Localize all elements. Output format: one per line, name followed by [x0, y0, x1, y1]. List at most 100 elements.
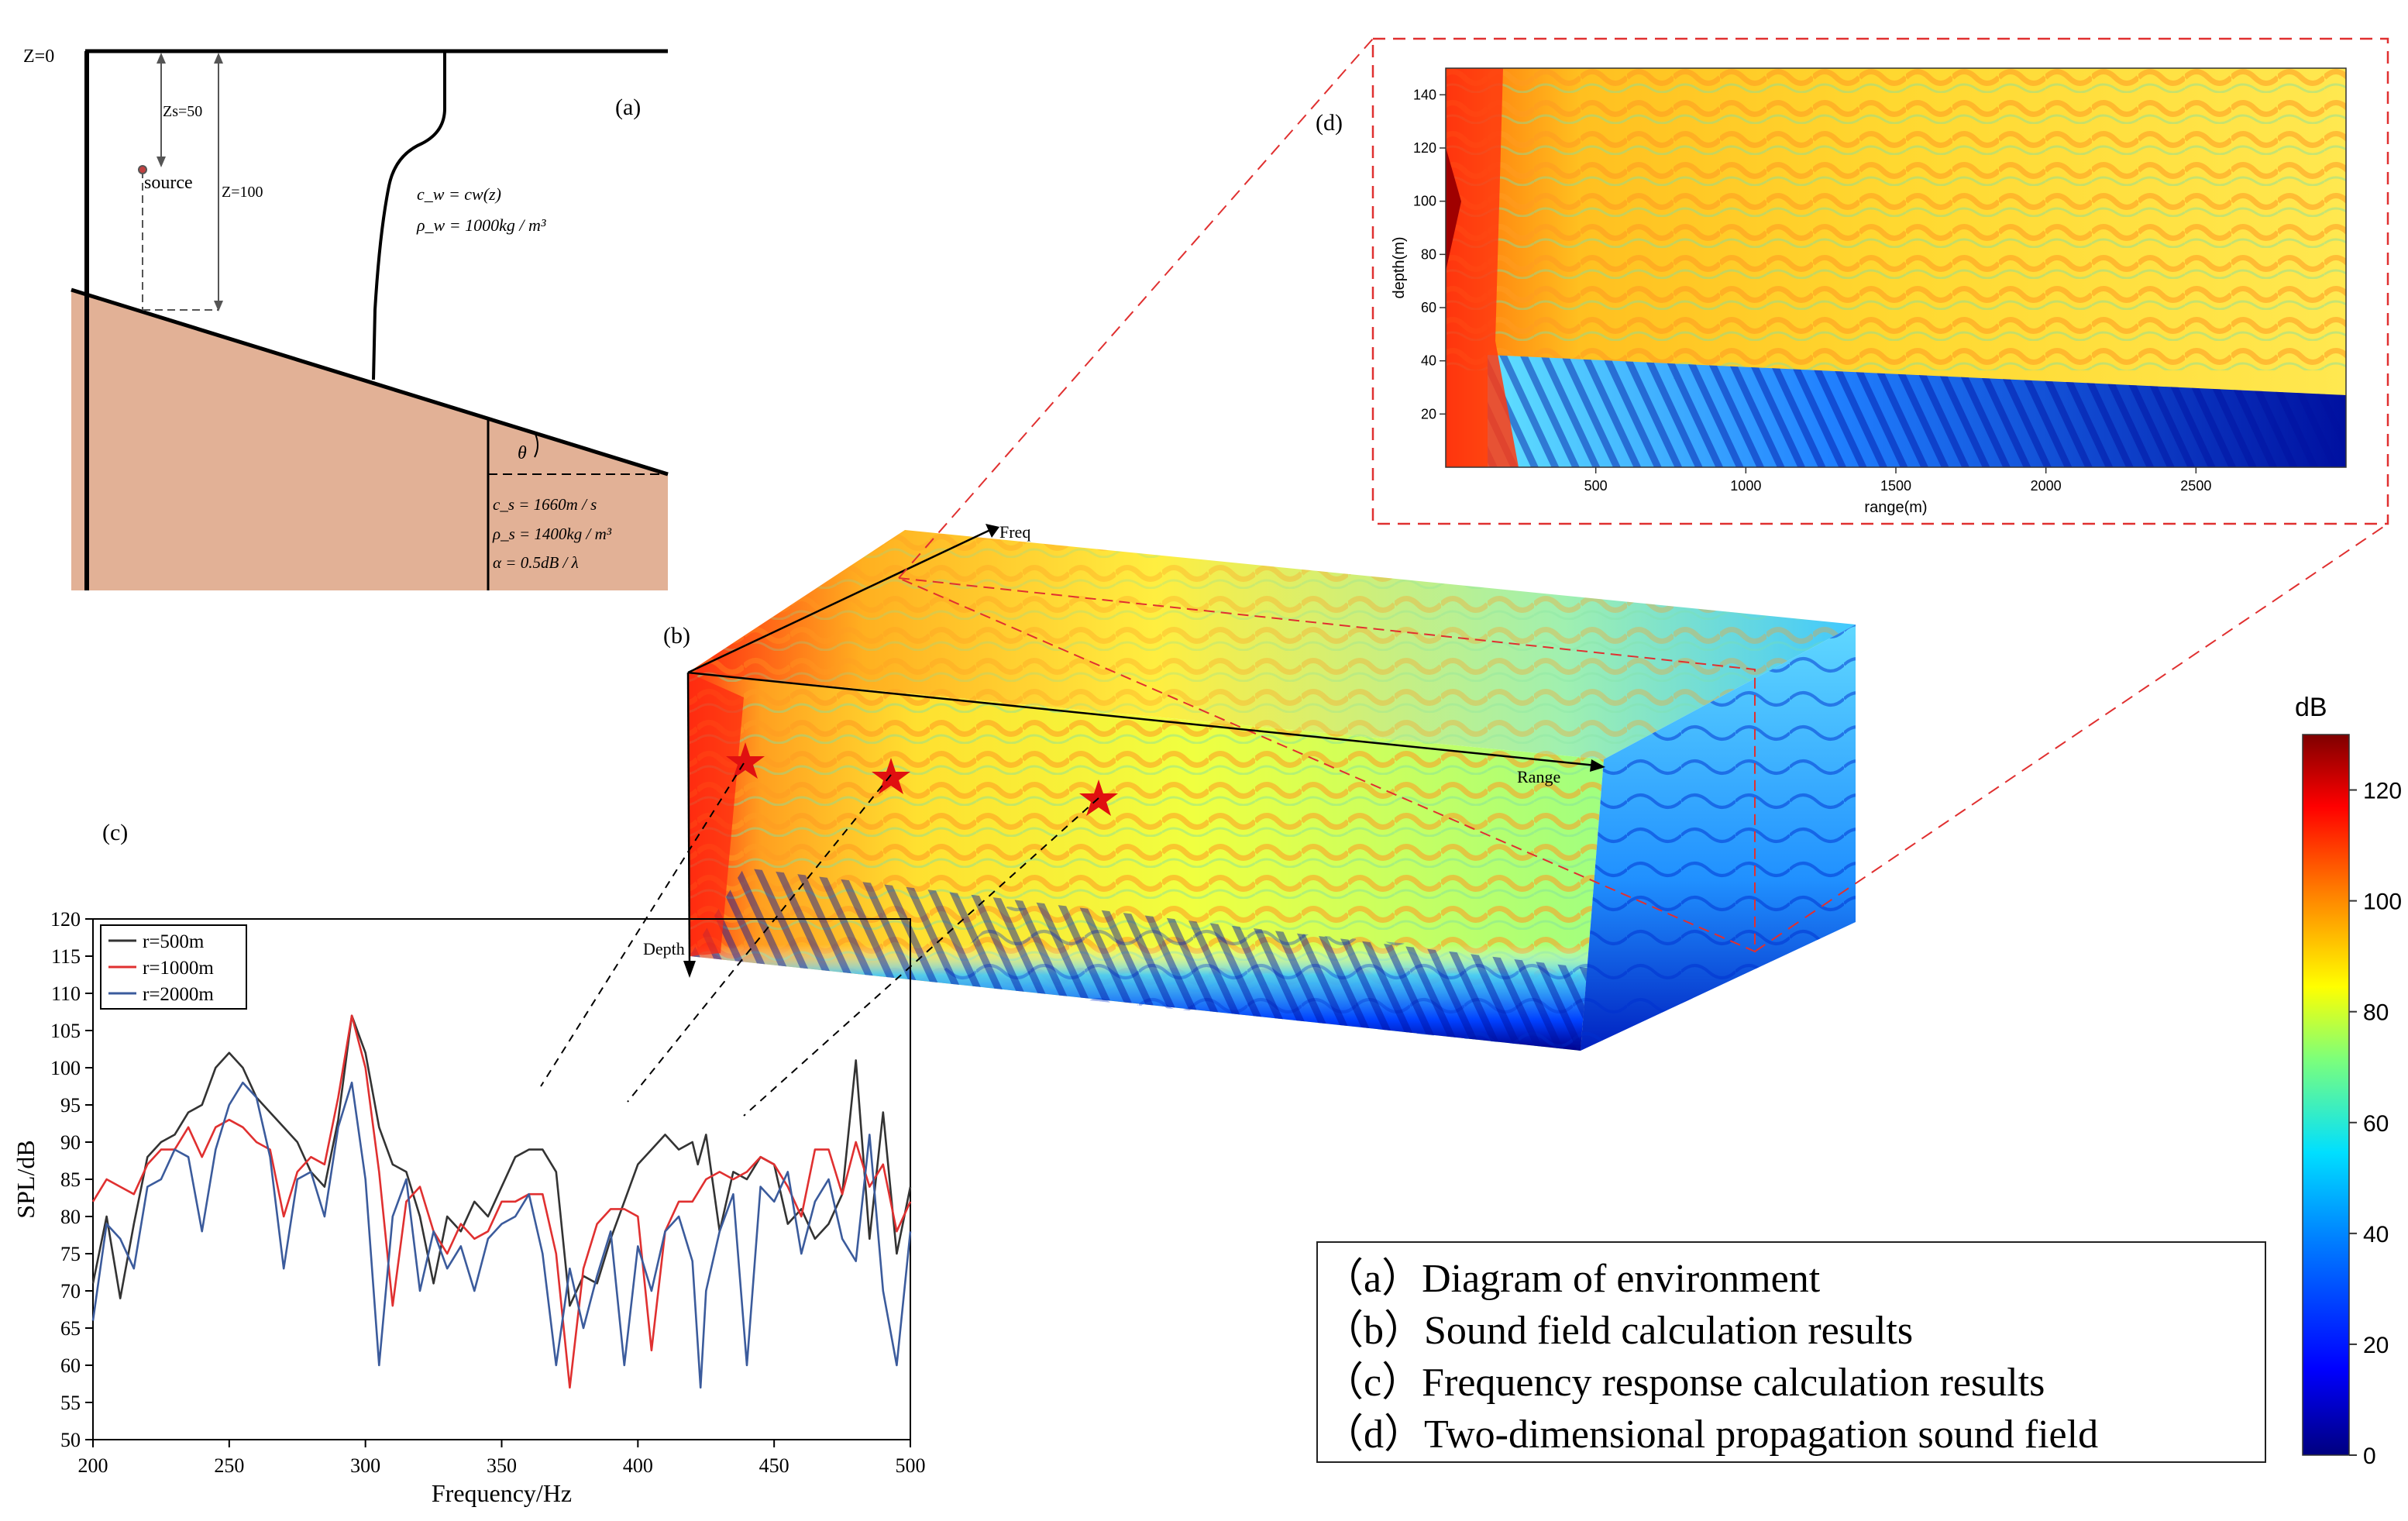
block-end-texture [1581, 625, 1856, 1051]
range-axis-arrow-icon [1590, 759, 1605, 772]
panel-a-tag: (a) [615, 95, 641, 120]
y-tick-label: 80 [60, 1206, 81, 1228]
legend-box: （a）Diagram of environment （b）Sound field… [1316, 1241, 2266, 1463]
range-axis-label: Range [1517, 767, 1560, 786]
x-tick-label: 250 [214, 1454, 244, 1477]
d-x-tick-label: 1500 [1880, 478, 1911, 494]
legend-line-a: （a）Diagram of environment [1323, 1257, 1821, 1301]
source-depth-label: Zs=50 [163, 103, 202, 120]
y-tick-label: 65 [60, 1317, 81, 1340]
heatmap-axes: 500 1000 1500 2000 2500 20 40 60 80 100 120 140 rang… [1391, 87, 2211, 516]
x-tick-label: 350 [487, 1454, 517, 1477]
panel-c-frequency-response: (c) 200 250 300 350 400 450 500 50 55 60 65 70 75 80 8… [12, 820, 926, 1507]
zoom-connectors [898, 38, 2389, 952]
y-tick-label: 70 [60, 1280, 81, 1302]
d-x-axis-title: range(m) [1864, 499, 1927, 516]
y-tick-label: 95 [60, 1094, 81, 1117]
colorbar-tick-label: 100 [2363, 890, 2402, 915]
range-axis-line [687, 671, 1597, 767]
panel-b-tag: (b) [663, 623, 690, 649]
legend-line-d: （d）Two-dimensional propagation sound fie… [1323, 1413, 2098, 1457]
d-x-tick-label: 2500 [2180, 478, 2211, 494]
y-tick-label: 85 [60, 1168, 81, 1191]
panel-a-environment: Z=0 (a) Zs=50 Z=100 source c_w = cw(z) ρ… [23, 46, 669, 590]
water-depth-label: Z=100 [222, 184, 263, 201]
d-y-tick-label: 120 [1413, 140, 1436, 156]
sediment-density: ρ_s = 1400kg / m³ [492, 525, 612, 543]
x-tick-label: 450 [759, 1454, 789, 1477]
colorbar-gradient [2302, 734, 2350, 1456]
star-marker-icon [726, 742, 765, 779]
water-sound-speed: c_w = cw(z) [417, 184, 501, 204]
sediment-attenuation: α = 0.5dB / λ [493, 553, 579, 572]
colorbar-label: dB [2295, 693, 2327, 722]
d-y-tick-label: 140 [1413, 87, 1436, 102]
d-y-tick-label: 60 [1421, 300, 1436, 315]
colorbar: dB 0 20 40 60 80 100 120 [2295, 693, 2402, 1469]
arrowhead-icon [157, 157, 166, 167]
source-ray-fan [688, 673, 744, 956]
y-tick-label: 110 [51, 982, 81, 1005]
source-point-icon [138, 165, 147, 174]
sound-speed-profile-curve [372, 53, 446, 380]
series-line-r=1000m [91, 1014, 912, 1389]
surface-label: Z=0 [23, 46, 54, 67]
y-tick-label: 55 [60, 1392, 81, 1414]
y-tick-label: 50 [60, 1429, 81, 1451]
zoom-line-bottom [1754, 523, 2389, 952]
legend-entry-r=500m: r=500m [143, 931, 205, 952]
y-tick-label: 120 [50, 908, 81, 931]
x-tick-label: 200 [78, 1454, 108, 1477]
legend-line-c: （c）Frequency response calculation result… [1323, 1361, 2045, 1405]
legend-entry-r=1000m: r=1000m [143, 958, 214, 979]
colorbar-tick-label: 120 [2363, 779, 2402, 804]
chart-legend: r=500m r=1000m r=2000m [100, 924, 247, 1010]
colorbar-tick-label: 40 [2363, 1222, 2389, 1247]
slope-angle-label: θ [518, 443, 527, 463]
x-axis-title: Frequency/Hz [432, 1479, 572, 1507]
heatmap-ripple-texture [1446, 68, 2346, 370]
colorbar-tick-label: 20 [2363, 1333, 2389, 1358]
panel-c-tag: (c) [102, 820, 128, 845]
arrowhead-icon [214, 301, 223, 311]
depth-axis-arrow-icon [683, 961, 696, 978]
y-tick-label: 105 [50, 1020, 81, 1042]
d-y-axis-title: depth(m) [1391, 236, 1408, 298]
block-top-texture [688, 530, 1856, 759]
heatmap-bottom-streaks [1488, 355, 2346, 467]
freq-axis-arrow-icon [986, 524, 999, 538]
colorbar-tick-label: 60 [2363, 1111, 2389, 1137]
x-tick-label: 400 [623, 1454, 653, 1477]
colorbar-ticks: 0 20 40 60 80 100 120 [2349, 779, 2402, 1469]
slice-plane-outline [898, 577, 1756, 953]
sediment-speed: c_s = 1660m / s [493, 495, 597, 514]
legend-frame [1316, 1241, 2266, 1463]
legend-entry-r=2000m: r=2000m [143, 984, 214, 1005]
connector-dashed-lines [540, 762, 1099, 1117]
d-y-tick-label: 80 [1421, 246, 1436, 262]
series-line-r=2000m [91, 1081, 912, 1389]
depth-axis-label: Depth [643, 939, 685, 958]
y-axis-title: SPL/dB [12, 1140, 40, 1218]
x-tick-label: 500 [896, 1454, 926, 1477]
y-tick-label: 115 [51, 945, 81, 968]
freq-axis-label: Freq [999, 522, 1030, 542]
sediment-layer [71, 290, 668, 590]
panel-b-3d-field: Freq Range Depth (b) [540, 522, 1856, 1117]
arrowhead-icon [157, 53, 166, 64]
y-tick-label: 75 [60, 1243, 81, 1265]
frequency-response-chart: 200 250 300 350 400 450 500 50 55 60 65 70 75 80 85 90 9… [12, 908, 926, 1507]
connector-line-2 [627, 774, 892, 1103]
y-tick-label: 60 [60, 1354, 81, 1377]
block-side-streaks [690, 868, 1592, 1051]
panel-d-tag: (d) [1316, 110, 1343, 136]
d-y-tick-label: 40 [1421, 353, 1436, 369]
colorbar-tick-label: 80 [2363, 1000, 2389, 1026]
colorbar-tick-label: 0 [2363, 1444, 2376, 1469]
d-y-tick-label: 100 [1413, 194, 1436, 209]
water-density: ρ_w = 1000kg / m³ [416, 215, 546, 235]
y-tick-label: 90 [60, 1131, 81, 1154]
arrowhead-icon [214, 53, 223, 64]
d-x-tick-label: 2000 [2031, 478, 2062, 494]
